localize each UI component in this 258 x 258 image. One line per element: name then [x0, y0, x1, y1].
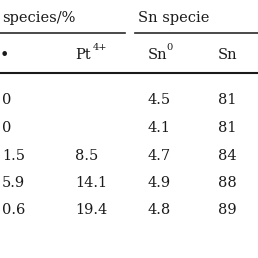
- Text: 4.1: 4.1: [148, 121, 171, 135]
- Text: 0: 0: [2, 121, 11, 135]
- Text: 81: 81: [218, 93, 237, 107]
- Text: 1.5: 1.5: [2, 149, 25, 163]
- Text: 5.9: 5.9: [2, 176, 25, 190]
- Text: 89: 89: [218, 203, 237, 217]
- Text: Pt: Pt: [75, 48, 91, 62]
- Text: 14.1: 14.1: [75, 176, 107, 190]
- Text: 4+: 4+: [93, 44, 108, 52]
- Text: •: •: [0, 46, 9, 63]
- Text: Sn: Sn: [148, 48, 168, 62]
- Text: 0: 0: [166, 44, 172, 52]
- Text: 0.6: 0.6: [2, 203, 25, 217]
- Text: 4.9: 4.9: [148, 176, 171, 190]
- Text: Sn specie: Sn specie: [138, 11, 209, 25]
- Text: Sn: Sn: [218, 48, 238, 62]
- Text: 4.8: 4.8: [148, 203, 171, 217]
- Text: species/%: species/%: [2, 11, 75, 25]
- Text: 84: 84: [218, 149, 237, 163]
- Text: 4.7: 4.7: [148, 149, 171, 163]
- Text: 0: 0: [2, 93, 11, 107]
- Text: 81: 81: [218, 121, 237, 135]
- Text: 8.5: 8.5: [75, 149, 98, 163]
- Text: 88: 88: [218, 176, 237, 190]
- Text: 4.5: 4.5: [148, 93, 171, 107]
- Text: 19.4: 19.4: [75, 203, 107, 217]
